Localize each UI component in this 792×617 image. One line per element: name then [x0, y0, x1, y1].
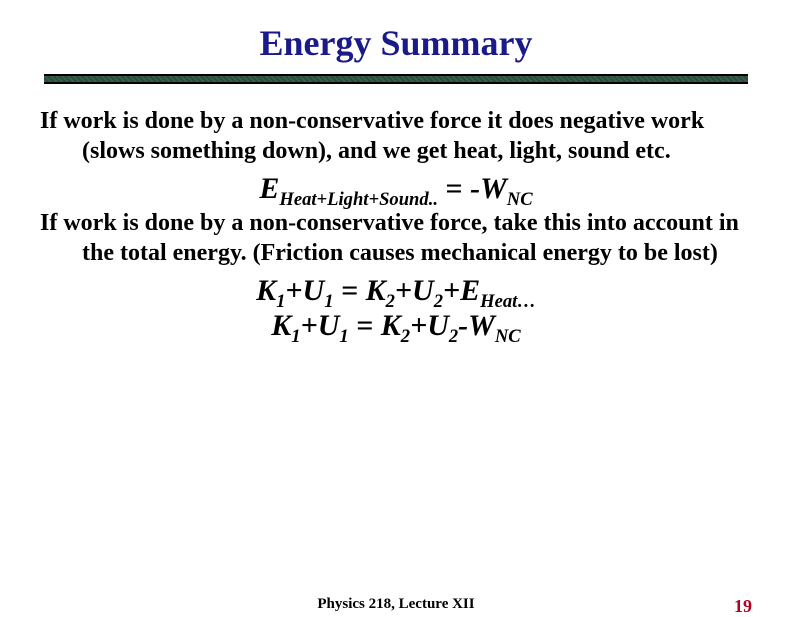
title-divider: [44, 74, 748, 84]
paragraph-2-text: If work is done by a non-conservative fo…: [40, 208, 752, 268]
eq3-K1: K: [271, 309, 291, 342]
eq3-K2-sub: 2: [401, 326, 410, 347]
eq3-U2: U: [427, 309, 449, 342]
eq1-E-sub: Heat+Light+Sound..: [279, 189, 438, 210]
eq1-equals: =: [438, 172, 470, 205]
equation-energy-with-heat: K1+U1 = K2+U2+EHeat…: [40, 274, 752, 309]
eq3-U1-sub: 1: [339, 326, 348, 347]
eq3-minus: -: [458, 309, 468, 342]
eq2-eq: =: [333, 274, 365, 307]
eq1-E: E: [259, 172, 279, 205]
paragraph-1: If work is done by a non-conservative fo…: [40, 106, 752, 166]
eq1-rhs-sub: NC: [507, 189, 533, 210]
eq3-K2: K: [381, 309, 401, 342]
eq2-U1: U: [303, 274, 325, 307]
eq2-plus2: +: [395, 274, 412, 307]
eq3-W: W: [468, 309, 495, 342]
eq2-K2: K: [366, 274, 386, 307]
eq3-plus1: +: [301, 309, 318, 342]
eq2-E: E: [460, 274, 480, 307]
eq2-plus3: +: [443, 274, 460, 307]
divider-line-bottom: [44, 82, 748, 84]
eq3-plus2: +: [410, 309, 427, 342]
paragraph-2: If work is done by a non-conservative fo…: [40, 208, 752, 268]
footer-center-text: Physics 218, Lecture XII: [317, 596, 474, 613]
eq3-eq: =: [349, 309, 381, 342]
eq2-U2: U: [412, 274, 434, 307]
equation-block: K1+U1 = K2+U2+EHeat… K1+U1 = K2+U2-WNC: [40, 274, 752, 343]
eq2-K1: K: [256, 274, 276, 307]
eq3-U2-sub: 2: [449, 326, 458, 347]
slide-title: Energy Summary: [40, 22, 752, 64]
eq2-plus1: +: [285, 274, 302, 307]
equation-heat-wnc: EHeat+Light+Sound.. = -WNC: [40, 174, 752, 204]
eq3-W-sub: NC: [495, 326, 521, 347]
paragraph-1-text: If work is done by a non-conservative fo…: [40, 106, 752, 166]
footer-page-number: 19: [734, 596, 752, 617]
eq1-rhs: -W: [470, 172, 507, 205]
equation-energy-with-wnc: K1+U1 = K2+U2-WNC: [40, 309, 752, 344]
eq3-K1-sub: 1: [291, 326, 300, 347]
eq3-U1: U: [318, 309, 340, 342]
